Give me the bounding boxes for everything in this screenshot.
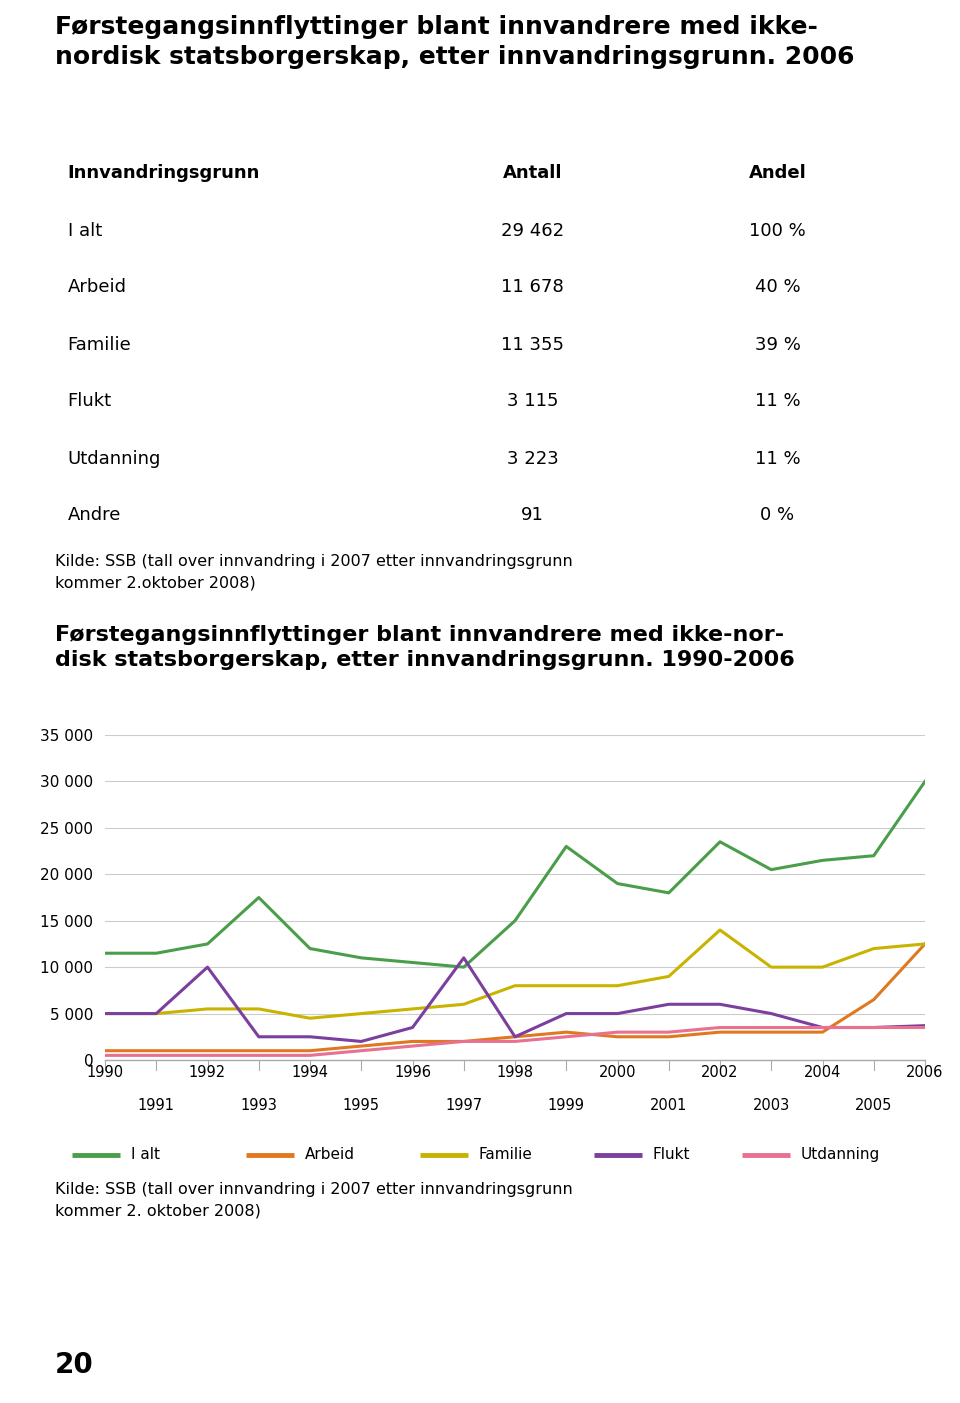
Text: 1990: 1990 <box>86 1065 124 1080</box>
Text: 2004: 2004 <box>804 1065 841 1080</box>
Text: Andel: Andel <box>749 164 806 182</box>
Text: 1991: 1991 <box>137 1097 175 1113</box>
Text: 1998: 1998 <box>496 1065 534 1080</box>
Text: 2005: 2005 <box>855 1097 893 1113</box>
Text: Utdanning: Utdanning <box>801 1148 879 1162</box>
Text: Innvandringsgrunn: Innvandringsgrunn <box>67 164 260 182</box>
Text: Førstegangsinnflyttinger blant innvandrere med ikke-
nordisk statsborgerskap, et: Førstegangsinnflyttinger blant innvandre… <box>55 15 854 69</box>
Text: Arbeid: Arbeid <box>304 1148 354 1162</box>
Text: 0 %: 0 % <box>760 506 795 525</box>
Text: 3 223: 3 223 <box>507 449 559 467</box>
Text: Antall: Antall <box>503 164 563 182</box>
Text: 40 %: 40 % <box>755 279 801 296</box>
Text: 1993: 1993 <box>240 1097 277 1113</box>
Text: Kilde: SSB (tall over innvandring i 2007 etter innvandringsgrunn
kommer 2. oktob: Kilde: SSB (tall over innvandring i 2007… <box>55 1181 573 1218</box>
Text: 2001: 2001 <box>650 1097 687 1113</box>
Text: 100 %: 100 % <box>749 222 805 240</box>
Text: Flukt: Flukt <box>653 1148 690 1162</box>
Text: 1992: 1992 <box>189 1065 226 1080</box>
Text: 2003: 2003 <box>753 1097 790 1113</box>
Text: 11 678: 11 678 <box>501 279 564 296</box>
Text: 2000: 2000 <box>599 1065 636 1080</box>
Text: Utdanning: Utdanning <box>67 449 161 467</box>
Text: I alt: I alt <box>67 222 102 240</box>
Text: 1997: 1997 <box>445 1097 482 1113</box>
Text: 2002: 2002 <box>701 1065 739 1080</box>
Text: Arbeid: Arbeid <box>67 279 127 296</box>
Text: Førstegangsinnflyttinger blant innvandrere med ikke-nor-
disk statsborgerskap, e: Førstegangsinnflyttinger blant innvandre… <box>55 624 795 669</box>
Text: 1999: 1999 <box>548 1097 585 1113</box>
Text: 39 %: 39 % <box>755 335 801 354</box>
Text: 11 %: 11 % <box>755 449 801 467</box>
Text: 1994: 1994 <box>292 1065 328 1080</box>
Text: 29 462: 29 462 <box>501 222 564 240</box>
Text: Andre: Andre <box>67 506 121 525</box>
Text: I alt: I alt <box>131 1148 159 1162</box>
Text: 11 %: 11 % <box>755 393 801 411</box>
Text: 11 355: 11 355 <box>501 335 564 354</box>
Text: Flukt: Flukt <box>67 393 111 411</box>
Text: Familie: Familie <box>479 1148 533 1162</box>
Text: 3 115: 3 115 <box>507 393 559 411</box>
Text: 91: 91 <box>521 506 544 525</box>
Text: 2006: 2006 <box>906 1065 944 1080</box>
Text: 1995: 1995 <box>343 1097 380 1113</box>
Text: Kilde: SSB (tall over innvandring i 2007 etter innvandringsgrunn
kommer 2.oktobe: Kilde: SSB (tall over innvandring i 2007… <box>55 554 573 591</box>
Text: 1996: 1996 <box>394 1065 431 1080</box>
Text: 20: 20 <box>55 1351 94 1379</box>
Text: Familie: Familie <box>67 335 132 354</box>
